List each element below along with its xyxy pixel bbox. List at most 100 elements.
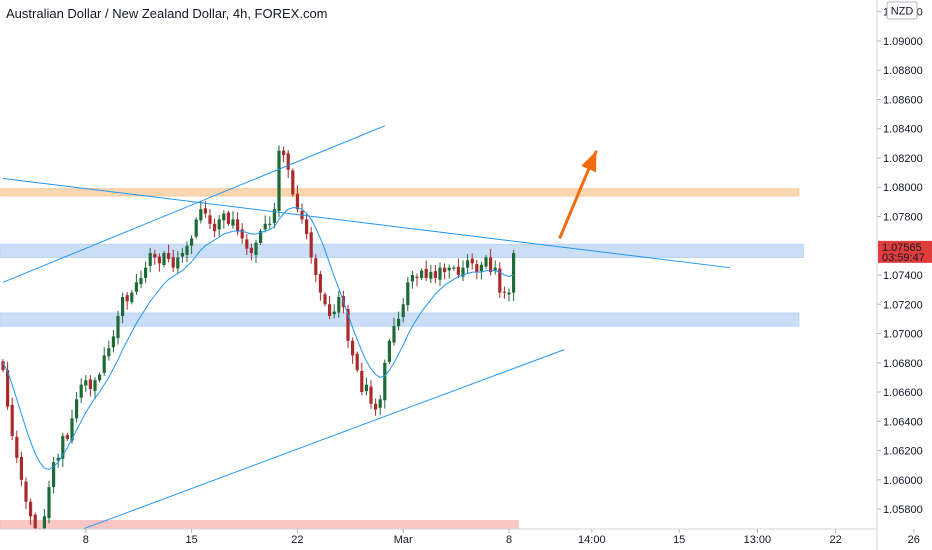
candle-body (162, 253, 166, 266)
x-tick-label: 14:00 (578, 534, 606, 546)
candle-body (180, 253, 184, 257)
candle-body (6, 370, 10, 407)
candle-body (351, 340, 355, 356)
candle-body (466, 260, 470, 268)
candle-body (42, 516, 46, 529)
candle-body (305, 219, 309, 235)
candle-body (47, 487, 51, 519)
candle-body (498, 268, 502, 293)
chart-title: Australian Dollar / New Zealand Dollar, … (6, 6, 328, 21)
candle-body (355, 353, 359, 371)
orange-resistance-zone (0, 188, 800, 197)
candle-body (456, 266, 460, 275)
candle-body (52, 462, 56, 488)
candle-body (1, 361, 5, 371)
candle-body (79, 384, 83, 398)
candle-body (337, 296, 341, 313)
candle-body (392, 326, 396, 343)
candle-body (277, 150, 281, 211)
y-tick-label: 1.05800 (883, 504, 923, 516)
candle-body (61, 435, 65, 459)
candle-body (254, 242, 258, 255)
candle-body (424, 268, 428, 278)
y-tick-label: 1.07400 (883, 270, 923, 282)
candle-body (139, 277, 143, 285)
candle-body (493, 267, 497, 271)
candle-body (134, 282, 138, 292)
candle-body (203, 208, 207, 214)
candle-body (479, 264, 483, 272)
currency-badge[interactable] (886, 1, 918, 20)
currency-label: NZD (891, 6, 914, 18)
candle-body (222, 213, 226, 221)
candle-body (286, 153, 290, 170)
last-price-badge (878, 240, 932, 263)
candle-body (153, 253, 157, 258)
candle-body (268, 223, 272, 225)
candle-body (38, 536, 41, 538)
x-tick-label: Mar (394, 534, 413, 546)
candle-body (378, 399, 382, 408)
candle-body (447, 267, 451, 271)
candle-body (360, 370, 364, 393)
bullish-arrow-icon[interactable] (581, 150, 597, 173)
candle-body (148, 253, 152, 266)
candle-body (470, 258, 474, 264)
y-tick-label: 1.08600 (883, 94, 923, 106)
candle-body (383, 362, 387, 401)
candle-body (259, 231, 263, 243)
candle-body (231, 219, 235, 226)
candle-body (125, 295, 129, 302)
y-tick-label: 1.08800 (883, 65, 923, 77)
candle-body (263, 223, 267, 230)
candle-body (461, 267, 465, 277)
candle-body (272, 209, 276, 223)
candle-body (111, 336, 115, 348)
candle-body (415, 276, 419, 278)
candle-body (70, 418, 74, 441)
candle-body (116, 315, 120, 339)
x-tick-label: 8 (506, 534, 512, 546)
upper-channel-line[interactable] (2, 125, 385, 283)
lower-channel-line[interactable] (31, 349, 565, 549)
y-tick-label: 1.06200 (883, 446, 923, 458)
candle-body (332, 311, 336, 315)
candle-body (387, 340, 391, 362)
candle-body (98, 374, 102, 381)
candle-body (84, 380, 88, 386)
y-tick-label: 1.08200 (883, 153, 923, 165)
y-tick-label: 1.06600 (883, 387, 923, 399)
moving-average-line (2, 207, 514, 471)
x-tick-label: 26 (908, 534, 920, 546)
candle-body (29, 501, 33, 517)
y-tick-label: 1.07200 (883, 299, 923, 311)
candle-body (295, 193, 299, 210)
candle-body (157, 256, 161, 264)
candle-body (443, 267, 447, 273)
candle-body (291, 170, 295, 195)
x-tick-label: 15 (185, 534, 197, 546)
candle-body (75, 399, 79, 419)
descending-trendline[interactable] (2, 177, 730, 269)
candle-body (346, 308, 350, 341)
x-tick-label: 15 (673, 534, 685, 546)
candle-body (208, 215, 212, 224)
y-tick-label: 1.06400 (883, 416, 923, 428)
candle-body (489, 257, 493, 273)
candle-body (401, 304, 405, 318)
candle-body (88, 379, 92, 390)
candle-body (369, 386, 373, 404)
x-tick-label: 8 (83, 534, 89, 546)
x-tick-label: 22 (829, 534, 841, 546)
candle-body (213, 223, 217, 232)
candle-body (249, 247, 253, 254)
candle-body (429, 272, 433, 279)
candle-body (323, 294, 327, 305)
candle-body (185, 245, 189, 255)
candle-body (24, 481, 28, 502)
candle-body (433, 271, 437, 278)
y-tick-label: 1.07800 (883, 211, 923, 223)
candle-body (314, 258, 318, 275)
